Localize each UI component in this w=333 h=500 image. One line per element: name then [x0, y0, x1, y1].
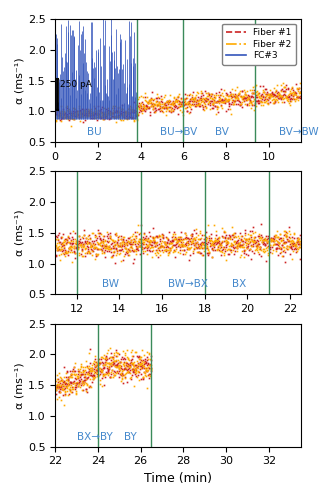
Text: BW→BX: BW→BX: [168, 280, 208, 289]
Y-axis label: α (ms⁻¹): α (ms⁻¹): [15, 362, 25, 408]
Y-axis label: α (ms⁻¹): α (ms⁻¹): [15, 57, 25, 104]
Text: BU: BU: [87, 127, 102, 137]
Text: 250 pA: 250 pA: [60, 80, 92, 89]
Text: BV: BV: [215, 127, 229, 137]
X-axis label: Time (min): Time (min): [144, 472, 212, 485]
Text: BV→BW: BV→BW: [279, 127, 319, 137]
Text: BU→BV: BU→BV: [160, 127, 197, 137]
Legend: Fiber #1, Fiber #2, FC#3: Fiber #1, Fiber #2, FC#3: [222, 24, 296, 65]
Text: BY: BY: [124, 432, 136, 442]
Text: BW: BW: [102, 280, 119, 289]
Y-axis label: α (ms⁻¹): α (ms⁻¹): [15, 210, 25, 256]
Text: BX→BY: BX→BY: [77, 432, 112, 442]
Text: BX: BX: [232, 280, 247, 289]
